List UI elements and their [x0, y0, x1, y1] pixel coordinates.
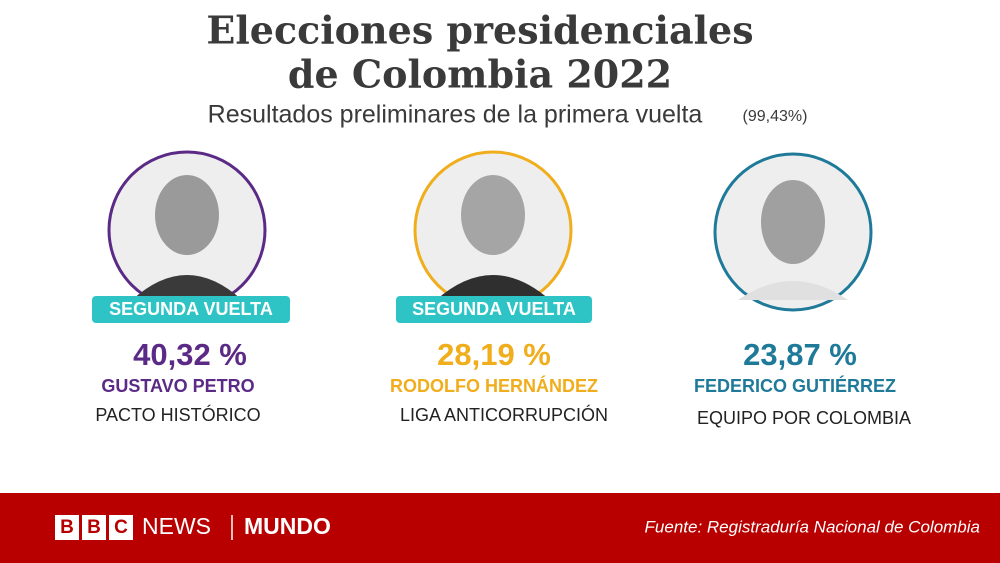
portrait — [413, 150, 573, 310]
portrait — [713, 152, 873, 312]
logo-letter: C — [114, 517, 128, 538]
badge-text: SEGUNDA VUELTA — [412, 299, 576, 319]
title: Elecciones presidenciales — [206, 8, 753, 53]
logo-block — [82, 515, 106, 540]
subtitle: Resultados preliminares de la primera vu… — [208, 101, 703, 129]
badge — [92, 296, 290, 323]
logo-block — [109, 515, 133, 540]
footer-bar — [0, 493, 1000, 563]
candidate-name: GUSTAVO PETRO — [101, 376, 254, 396]
logo-letter: B — [60, 517, 74, 538]
candidate-name: RODOLFO HERNÁNDEZ — [390, 375, 598, 396]
percent: 23,87 % — [743, 337, 857, 372]
source: Fuente: Registraduría Nacional de Colomb… — [645, 517, 980, 536]
logo-block — [55, 515, 79, 540]
badge-text: SEGUNDA VUELTA — [109, 299, 273, 319]
percent: 40,32 % — [133, 337, 247, 372]
party: LIGA ANTICORRUPCIÓN — [400, 404, 608, 425]
brand-news: NEWS — [142, 513, 211, 539]
logo-letter: B — [87, 517, 101, 538]
title: de Colombia 2022 — [288, 52, 672, 97]
percent: 28,19 % — [437, 337, 551, 372]
brand-mundo: MUNDO — [244, 513, 331, 539]
portrait — [107, 150, 267, 310]
party: EQUIPO POR COLOMBIA — [697, 408, 911, 428]
badge — [396, 296, 592, 323]
candidate-name: FEDERICO GUTIÉRREZ — [694, 375, 896, 396]
party: PACTO HISTÓRICO — [95, 404, 260, 425]
count-note: (99,43%) — [743, 108, 808, 125]
